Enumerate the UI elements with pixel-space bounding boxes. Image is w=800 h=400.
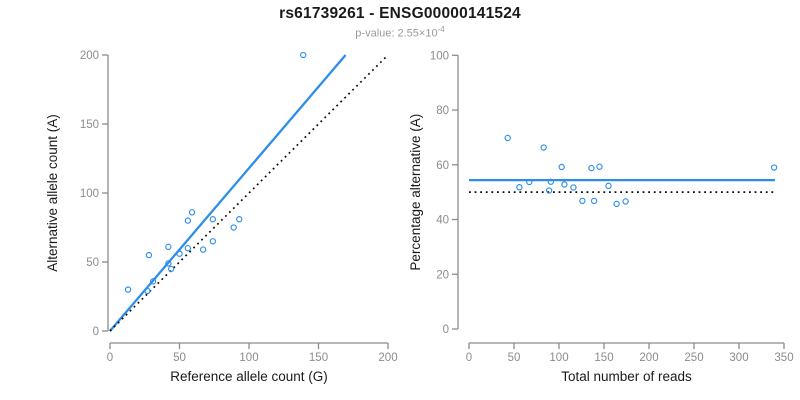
data-point: [199, 246, 207, 253]
data-point: [570, 184, 577, 191]
data-point: [588, 164, 595, 172]
data-point: [167, 265, 175, 273]
y-axis-title: Percentage alternative (A): [408, 114, 423, 271]
data-point: [526, 178, 533, 186]
data-point: [516, 184, 523, 191]
x-tick-label: 0: [466, 352, 472, 364]
data-point: [590, 197, 598, 205]
y-axis-title: Alternative allele count (A): [45, 114, 60, 272]
data-point: [545, 187, 553, 194]
y-tick-label: 0: [443, 324, 449, 336]
data-point: [605, 182, 612, 190]
y-tick-label: 150: [80, 119, 99, 131]
y-tick-label: 100: [430, 50, 449, 62]
data-point: [579, 197, 586, 205]
figure-subtitle-pvalue: p-value: 2.55×10-4: [0, 25, 800, 40]
data-point: [124, 286, 132, 293]
x-tick-label: 200: [378, 352, 397, 364]
data-point: [236, 216, 243, 223]
data-point: [145, 251, 153, 259]
data-point: [504, 134, 511, 142]
data-point: [165, 243, 172, 250]
y-tick-label: 60: [436, 160, 449, 172]
pvalue-text: p-value: 2.55×10: [355, 27, 438, 40]
data-point: [613, 200, 620, 208]
x-axis-title: Reference allele count (G): [170, 369, 328, 384]
data-point: [149, 278, 157, 285]
figure-title: rs61739261 - ENSG00000141524: [279, 5, 521, 22]
x-tick-label: 50: [173, 352, 186, 364]
data-point: [188, 209, 196, 216]
data-point: [176, 250, 183, 257]
x-tick-label: 300: [729, 352, 748, 364]
data-point: [547, 178, 555, 185]
y-tick-label: 100: [80, 188, 99, 200]
x-tick-label: 50: [508, 352, 521, 364]
data-point: [558, 163, 565, 171]
fit-line: [109, 54, 347, 332]
y-tick-label: 20: [436, 269, 449, 281]
x-tick-label: 100: [239, 352, 258, 364]
y-tick-label: 40: [436, 215, 449, 227]
y-tick-label: 50: [86, 257, 99, 269]
y-tick-label: 200: [80, 50, 99, 62]
data-point: [540, 144, 547, 151]
data-point: [209, 238, 217, 245]
data-point: [770, 164, 778, 171]
data-point: [184, 245, 192, 252]
data-point: [300, 51, 307, 59]
data-point: [165, 260, 172, 267]
data-point: [230, 224, 237, 231]
x-tick-label: 150: [309, 352, 328, 364]
x-tick-label: 350: [774, 352, 793, 364]
y-tick-label: 80: [436, 105, 449, 117]
data-point: [184, 217, 192, 224]
data-point: [561, 181, 568, 188]
y-tick-label: 0: [93, 326, 99, 338]
pvalue-exponent: -4: [437, 25, 445, 34]
x-axis-title: Total number of reads: [561, 369, 692, 384]
data-point: [596, 163, 603, 170]
data-point: [622, 198, 629, 205]
data-point: [144, 287, 151, 295]
x-tick-label: 0: [107, 352, 113, 364]
x-tick-label: 200: [639, 352, 658, 364]
data-point: [209, 216, 217, 223]
x-tick-label: 100: [549, 352, 568, 364]
x-tick-label: 150: [594, 352, 613, 364]
x-tick-label: 250: [684, 352, 703, 364]
identity-line: [109, 54, 389, 332]
